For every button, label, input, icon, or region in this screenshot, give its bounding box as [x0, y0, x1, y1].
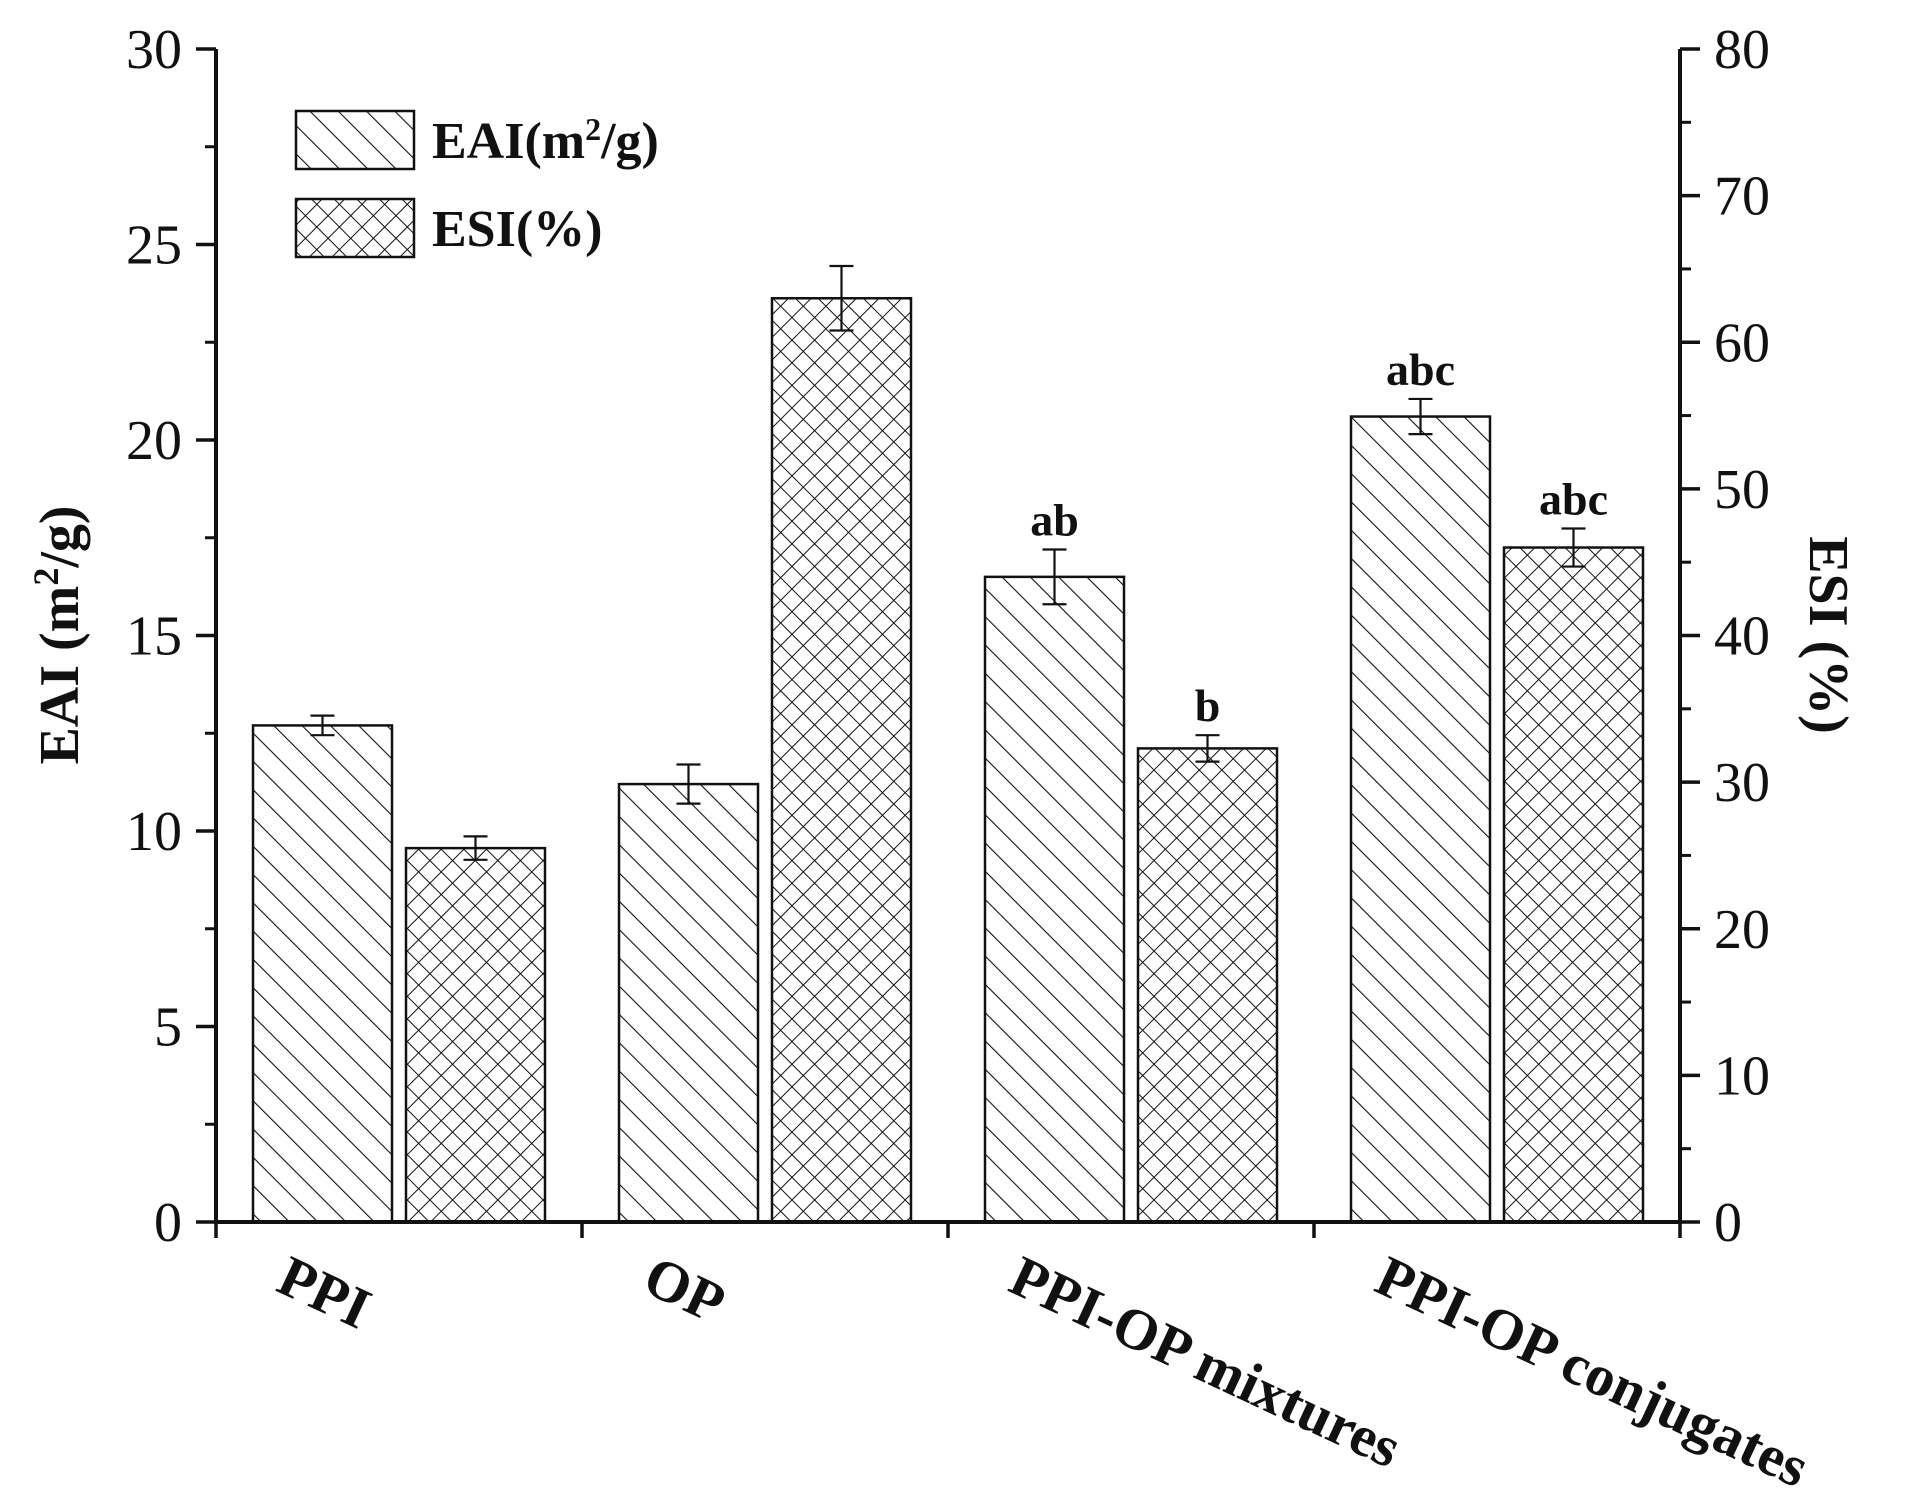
bar-esi	[770, 297, 913, 1224]
y2-tick-label: 30	[1714, 752, 1770, 814]
bar-esi	[404, 846, 547, 1224]
legend-swatch-eai	[294, 109, 416, 171]
legend: EAI(m2/g) ESI(%)	[294, 109, 659, 259]
y-tick-label: 15	[126, 606, 182, 668]
significance-label: b	[1195, 680, 1221, 731]
bar-eai	[617, 782, 760, 1224]
y-tick-label: 10	[126, 801, 182, 863]
y-axis-title: EAI (m2/g)	[26, 505, 91, 764]
y2-tick-label: 80	[1714, 19, 1770, 81]
y2-tick-label: 50	[1714, 459, 1770, 521]
x-category-label: PPI-OP mixtures	[1001, 1243, 1411, 1481]
y2-axis-title: ESI (%)	[1797, 536, 1859, 734]
legend-label-eai: EAI(m2/g)	[432, 111, 659, 170]
y2-tick-label: 10	[1714, 1045, 1770, 1107]
y2-tick-label: 40	[1714, 606, 1770, 668]
bar-esi	[1136, 747, 1279, 1224]
legend-label-esi: ESI(%)	[432, 201, 602, 258]
y-tick-label: 0	[154, 1192, 182, 1254]
y-tick-label: 25	[126, 215, 182, 277]
y-tick-label: 20	[126, 410, 182, 472]
bar-eai	[983, 575, 1126, 1224]
legend-swatch-esi	[294, 197, 416, 259]
x-category-label: PPI	[269, 1243, 381, 1341]
x-category-label: PPI-OP conjugates	[1367, 1243, 1819, 1500]
x-category-label: OP	[635, 1243, 735, 1336]
y2-tick-label: 0	[1714, 1192, 1742, 1254]
significance-label: abc	[1539, 473, 1608, 524]
y2-tick-label: 20	[1714, 899, 1770, 961]
bar-eai	[1349, 415, 1492, 1224]
y2-tick-label: 60	[1714, 312, 1770, 374]
y-tick-label: 5	[154, 997, 182, 1059]
bar-esi	[1502, 546, 1645, 1224]
y-tick-label: 30	[126, 19, 182, 81]
significance-label: ab	[1030, 494, 1079, 545]
y2-tick-label: 70	[1714, 166, 1770, 228]
bar-eai	[251, 724, 394, 1224]
significance-label: abc	[1386, 344, 1455, 395]
